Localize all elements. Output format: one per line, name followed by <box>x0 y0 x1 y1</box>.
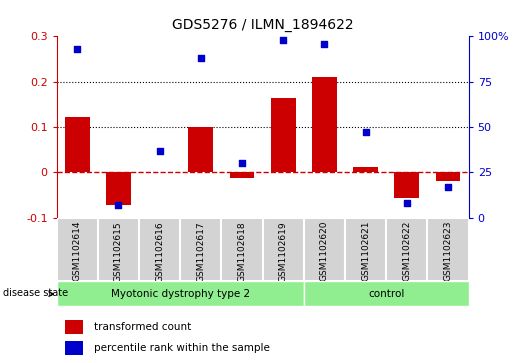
Bar <box>65 320 83 334</box>
Bar <box>221 218 263 281</box>
Text: GSM1102618: GSM1102618 <box>237 221 247 282</box>
Text: Myotonic dystrophy type 2: Myotonic dystrophy type 2 <box>111 289 250 299</box>
Bar <box>427 218 469 281</box>
Bar <box>57 218 98 281</box>
Bar <box>106 172 131 205</box>
Bar <box>394 172 419 198</box>
Point <box>73 46 81 52</box>
Point <box>403 200 411 206</box>
Bar <box>180 218 221 281</box>
Text: GSM1102615: GSM1102615 <box>114 221 123 282</box>
Bar <box>98 218 139 281</box>
Point <box>279 37 287 43</box>
Bar <box>188 127 213 172</box>
Text: GSM1102623: GSM1102623 <box>443 221 453 281</box>
Bar <box>304 281 469 306</box>
Text: GSM1102621: GSM1102621 <box>361 221 370 281</box>
Bar <box>147 171 172 172</box>
Point <box>320 41 329 46</box>
Bar <box>436 172 460 182</box>
Bar <box>139 218 180 281</box>
Title: GDS5276 / ILMN_1894622: GDS5276 / ILMN_1894622 <box>172 19 353 33</box>
Bar <box>57 281 304 306</box>
Bar <box>345 218 386 281</box>
Bar <box>304 218 345 281</box>
Text: control: control <box>368 289 404 299</box>
Bar <box>263 218 304 281</box>
Text: percentile rank within the sample: percentile rank within the sample <box>94 343 270 353</box>
Bar <box>65 341 83 355</box>
Bar <box>312 77 337 172</box>
Point <box>114 202 123 208</box>
Bar <box>353 167 378 172</box>
Point <box>362 130 370 135</box>
Bar <box>271 98 296 172</box>
Text: transformed count: transformed count <box>94 322 191 332</box>
Text: GSM1102616: GSM1102616 <box>155 221 164 282</box>
Text: GSM1102622: GSM1102622 <box>402 221 411 281</box>
Point <box>197 55 205 61</box>
Text: GSM1102614: GSM1102614 <box>73 221 82 281</box>
Text: GSM1102620: GSM1102620 <box>320 221 329 281</box>
Bar <box>230 172 254 178</box>
Point <box>444 184 452 190</box>
Point <box>156 148 164 154</box>
Bar <box>65 117 90 172</box>
Bar <box>386 218 427 281</box>
Text: GSM1102617: GSM1102617 <box>196 221 205 282</box>
Text: GSM1102619: GSM1102619 <box>279 221 288 282</box>
Text: disease state: disease state <box>3 288 67 298</box>
Point <box>238 160 246 166</box>
